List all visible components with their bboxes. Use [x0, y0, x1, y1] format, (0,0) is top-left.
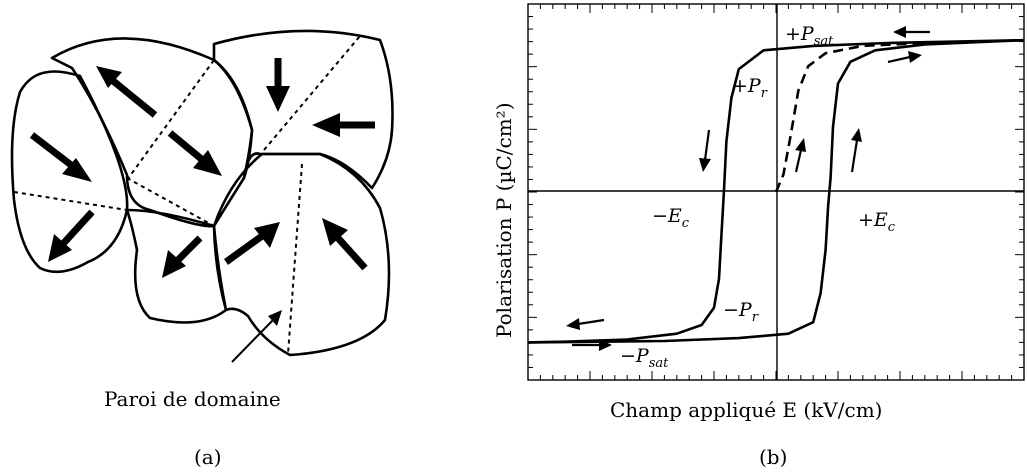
domain-arrow	[29, 132, 78, 171]
panel-a-caption: (a)	[194, 445, 222, 469]
domain-arrow	[335, 235, 368, 271]
annotation-p-r-neg: −Pr	[723, 299, 759, 325]
domain-wall	[126, 177, 215, 227]
direction-arrow-head	[699, 158, 711, 172]
loop-direction-arrows	[566, 26, 930, 351]
annotation-e-c-neg: −Ec	[652, 205, 690, 231]
annotation-p-r-pos: +Pr	[732, 75, 768, 101]
axis-ticks	[528, 4, 1024, 380]
domain-wall	[263, 35, 361, 151]
x-axis-label: Champ appliqué E (kV/cm)	[610, 398, 882, 422]
domain-arrow	[109, 77, 158, 118]
domain-wall-pointer-head	[268, 310, 282, 326]
grain-top-right	[212, 29, 394, 190]
annotation-e-c-pos: +Ec	[858, 209, 896, 235]
domain-wall-pointer	[231, 317, 276, 363]
direction-arrow-head	[599, 339, 612, 351]
direction-arrow	[794, 149, 803, 173]
domain-arrow-head	[266, 86, 290, 112]
direction-arrow-head	[851, 128, 862, 142]
direction-arrow-head	[566, 318, 580, 330]
hysteresis-branch	[527, 38, 1025, 344]
domain-wall	[13, 191, 128, 211]
domain-arrow-head	[193, 150, 222, 176]
polarization-arrows	[29, 58, 375, 278]
hysteresis-curves	[527, 38, 1025, 344]
panel-a: Paroi de domaine (a)	[10, 29, 394, 469]
domain-arrow-head	[62, 158, 92, 182]
direction-arrow-head	[908, 51, 922, 63]
first-polarization-curve	[774, 38, 1025, 193]
domain-wall-label: Paroi de domaine	[104, 387, 281, 411]
domain-wall	[126, 59, 215, 181]
direction-arrow-head	[795, 138, 806, 152]
domain-arrow-head	[48, 234, 72, 262]
domain-arrow	[223, 233, 265, 265]
grain-bottom-middle	[125, 208, 228, 324]
domain-arrow-head	[312, 113, 340, 137]
domain-arrow	[59, 209, 95, 248]
domain-arrow	[175, 235, 203, 263]
domain-arrow-head	[254, 222, 280, 248]
grain-top-middle	[50, 37, 254, 228]
domain-arrow-head	[322, 218, 348, 246]
domain-arrow	[167, 130, 208, 165]
grain-bottom-right	[212, 152, 391, 357]
domain-arrow-head	[162, 250, 186, 278]
direction-arrow	[887, 55, 911, 64]
direction-arrow	[703, 129, 711, 161]
direction-arrow	[577, 318, 605, 326]
panel-b: +Psat +Pr −Ec +Ec −Pr −Psat Champ appliq…	[492, 3, 1025, 469]
domain-wall	[287, 163, 303, 355]
y-axis-label: Polarisation P (µC/cm²)	[492, 102, 516, 338]
direction-arrow	[850, 139, 859, 173]
domain-arrow-head	[96, 66, 122, 88]
panel-b-caption: (b)	[759, 445, 787, 469]
direction-arrow-head	[893, 26, 906, 38]
hysteresis-branch	[527, 38, 1025, 344]
annotation-p-sat-neg: −Psat	[620, 345, 669, 371]
